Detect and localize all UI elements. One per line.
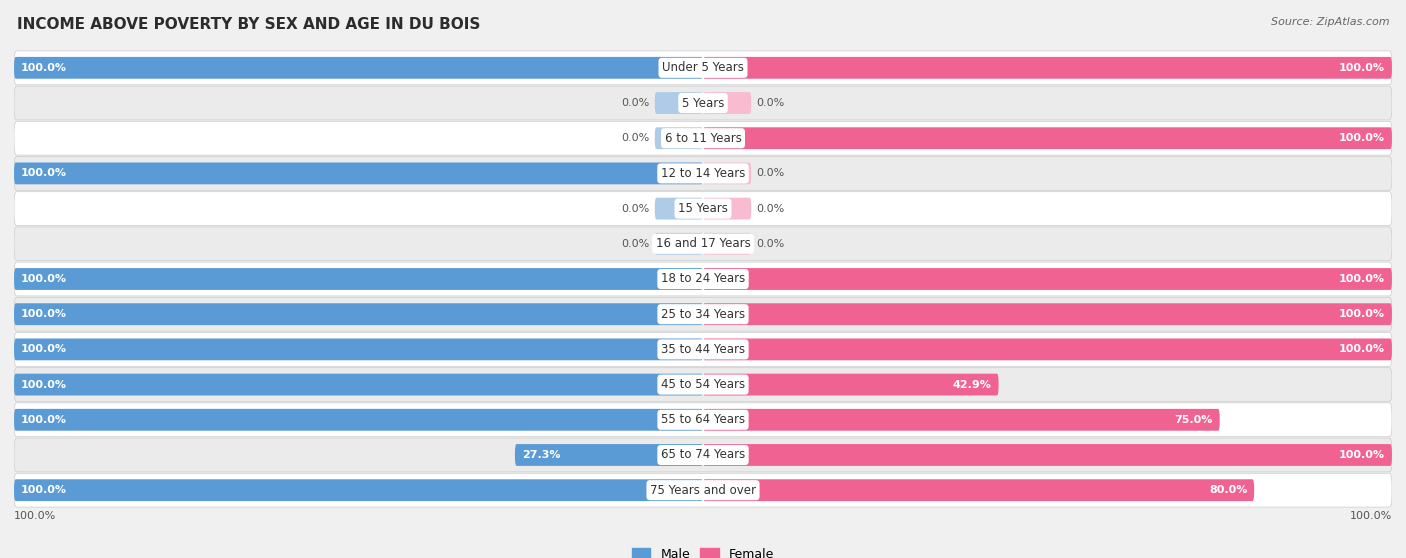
- Text: 15 Years: 15 Years: [678, 202, 728, 215]
- FancyBboxPatch shape: [703, 57, 1392, 79]
- FancyBboxPatch shape: [703, 409, 1219, 431]
- Text: 100.0%: 100.0%: [21, 379, 67, 389]
- Text: 18 to 24 Years: 18 to 24 Years: [661, 272, 745, 286]
- FancyBboxPatch shape: [14, 51, 1392, 85]
- FancyBboxPatch shape: [703, 162, 751, 184]
- FancyBboxPatch shape: [655, 198, 703, 219]
- Text: 100.0%: 100.0%: [21, 169, 67, 179]
- Text: 0.0%: 0.0%: [756, 169, 785, 179]
- Text: 0.0%: 0.0%: [756, 98, 785, 108]
- Text: 0.0%: 0.0%: [621, 98, 650, 108]
- Text: 100.0%: 100.0%: [21, 344, 67, 354]
- FancyBboxPatch shape: [14, 409, 703, 431]
- Text: 100.0%: 100.0%: [21, 63, 67, 73]
- Text: 75.0%: 75.0%: [1174, 415, 1213, 425]
- Text: 100.0%: 100.0%: [21, 274, 67, 284]
- Text: 100.0%: 100.0%: [1339, 309, 1385, 319]
- FancyBboxPatch shape: [703, 233, 751, 254]
- Text: 0.0%: 0.0%: [621, 239, 650, 249]
- Text: 45 to 54 Years: 45 to 54 Years: [661, 378, 745, 391]
- FancyBboxPatch shape: [14, 156, 1392, 190]
- FancyBboxPatch shape: [14, 479, 703, 501]
- Text: 55 to 64 Years: 55 to 64 Years: [661, 413, 745, 426]
- FancyBboxPatch shape: [655, 127, 703, 149]
- Text: 35 to 44 Years: 35 to 44 Years: [661, 343, 745, 356]
- FancyBboxPatch shape: [14, 297, 1392, 331]
- FancyBboxPatch shape: [703, 374, 998, 396]
- Text: 100.0%: 100.0%: [1339, 133, 1385, 143]
- FancyBboxPatch shape: [14, 304, 703, 325]
- FancyBboxPatch shape: [14, 368, 1392, 402]
- FancyBboxPatch shape: [703, 198, 751, 219]
- Text: 100.0%: 100.0%: [21, 415, 67, 425]
- FancyBboxPatch shape: [14, 374, 703, 396]
- Text: INCOME ABOVE POVERTY BY SEX AND AGE IN DU BOIS: INCOME ABOVE POVERTY BY SEX AND AGE IN D…: [17, 17, 481, 32]
- FancyBboxPatch shape: [14, 192, 1392, 225]
- FancyBboxPatch shape: [14, 162, 703, 184]
- FancyBboxPatch shape: [703, 127, 1392, 149]
- Text: 100.0%: 100.0%: [1350, 511, 1392, 521]
- Text: 27.3%: 27.3%: [522, 450, 561, 460]
- FancyBboxPatch shape: [14, 403, 1392, 437]
- Text: 42.9%: 42.9%: [953, 379, 991, 389]
- FancyBboxPatch shape: [14, 262, 1392, 296]
- FancyBboxPatch shape: [14, 86, 1392, 120]
- Text: 100.0%: 100.0%: [1339, 344, 1385, 354]
- Text: 6 to 11 Years: 6 to 11 Years: [665, 132, 741, 145]
- Text: Under 5 Years: Under 5 Years: [662, 61, 744, 74]
- FancyBboxPatch shape: [14, 333, 1392, 366]
- FancyBboxPatch shape: [14, 227, 1392, 261]
- FancyBboxPatch shape: [655, 92, 703, 114]
- Text: 75 Years and over: 75 Years and over: [650, 484, 756, 497]
- Text: 0.0%: 0.0%: [621, 133, 650, 143]
- Text: 65 to 74 Years: 65 to 74 Years: [661, 449, 745, 461]
- FancyBboxPatch shape: [14, 438, 1392, 472]
- Text: 100.0%: 100.0%: [1339, 63, 1385, 73]
- Text: Source: ZipAtlas.com: Source: ZipAtlas.com: [1271, 17, 1389, 27]
- Text: 100.0%: 100.0%: [21, 485, 67, 495]
- Text: 0.0%: 0.0%: [756, 239, 785, 249]
- Text: 16 and 17 Years: 16 and 17 Years: [655, 237, 751, 251]
- FancyBboxPatch shape: [14, 339, 703, 360]
- FancyBboxPatch shape: [14, 268, 703, 290]
- Text: 100.0%: 100.0%: [21, 309, 67, 319]
- FancyBboxPatch shape: [703, 339, 1392, 360]
- FancyBboxPatch shape: [703, 479, 1254, 501]
- FancyBboxPatch shape: [655, 233, 703, 254]
- FancyBboxPatch shape: [14, 473, 1392, 507]
- FancyBboxPatch shape: [703, 268, 1392, 290]
- Text: 100.0%: 100.0%: [14, 511, 56, 521]
- Text: 0.0%: 0.0%: [756, 204, 785, 214]
- Text: 25 to 34 Years: 25 to 34 Years: [661, 307, 745, 321]
- FancyBboxPatch shape: [703, 92, 751, 114]
- Text: 12 to 14 Years: 12 to 14 Years: [661, 167, 745, 180]
- Legend: Male, Female: Male, Female: [627, 542, 779, 558]
- Text: 80.0%: 80.0%: [1209, 485, 1247, 495]
- FancyBboxPatch shape: [14, 121, 1392, 155]
- FancyBboxPatch shape: [703, 304, 1392, 325]
- Text: 100.0%: 100.0%: [1339, 274, 1385, 284]
- FancyBboxPatch shape: [515, 444, 703, 466]
- FancyBboxPatch shape: [14, 57, 703, 79]
- Text: 0.0%: 0.0%: [621, 204, 650, 214]
- Text: 100.0%: 100.0%: [1339, 450, 1385, 460]
- FancyBboxPatch shape: [703, 444, 1392, 466]
- Text: 5 Years: 5 Years: [682, 97, 724, 109]
